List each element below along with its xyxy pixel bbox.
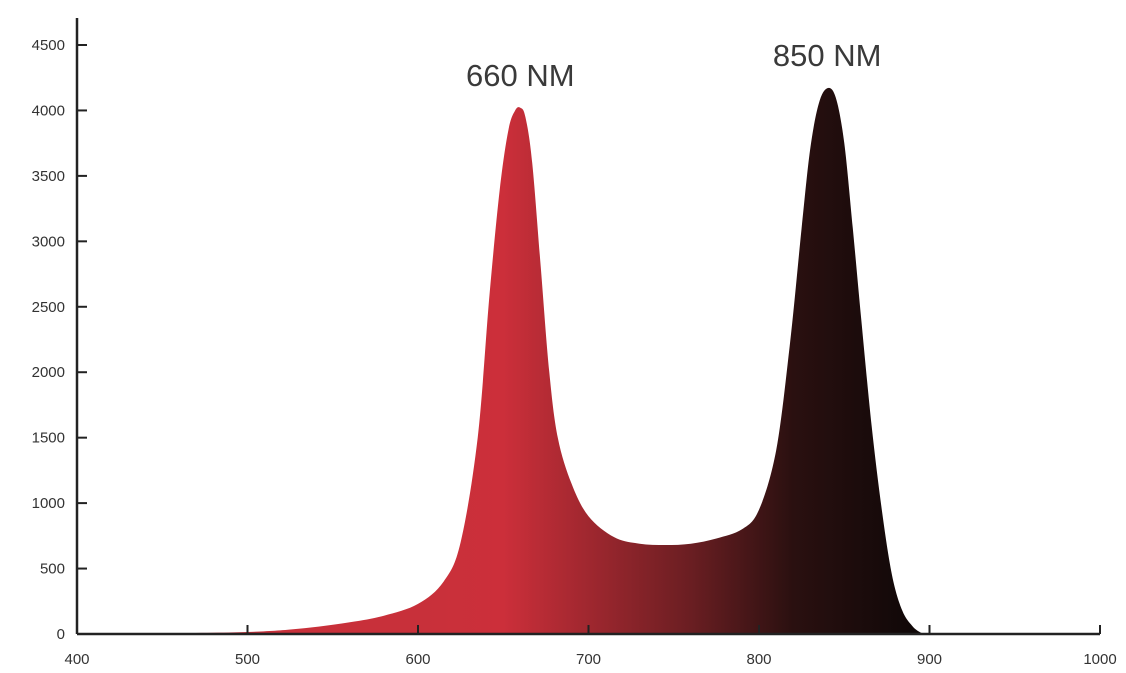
x-tick-label: 800 [746,651,771,668]
y-ticks: 0 500 1000 1500 2000 2500 3000 3500 4000 4500 [32,37,87,643]
x-tick-label: 1000 [1083,651,1116,668]
x-ticks: 400 500 600 700 800 900 1000 [64,625,1117,668]
y-tick-label: 4500 [32,37,65,54]
y-tick-label: 1000 [32,495,65,512]
x-tick-label: 900 [917,651,942,668]
y-tick-label: 2500 [32,299,65,316]
x-tick-label: 400 [64,651,89,668]
x-tick-label: 700 [576,651,601,668]
y-tick-label: 2000 [32,364,65,381]
y-tick-label: 1500 [32,430,65,447]
x-tick-label: 500 [235,651,260,668]
y-tick-label: 4000 [32,102,65,119]
y-tick-label: 3500 [32,168,65,185]
y-tick-label: 0 [57,626,65,643]
y-tick-label: 500 [40,561,65,578]
peak-label: 850 NM [773,38,882,73]
y-tick-label: 3000 [32,233,65,250]
spectrum-area-layer [77,87,927,635]
peak-label: 660 NM [466,58,575,93]
x-tick-label: 600 [405,651,430,668]
spectrum-area [77,87,927,635]
peak-annotations: 660 NM 850 NM [466,38,881,93]
